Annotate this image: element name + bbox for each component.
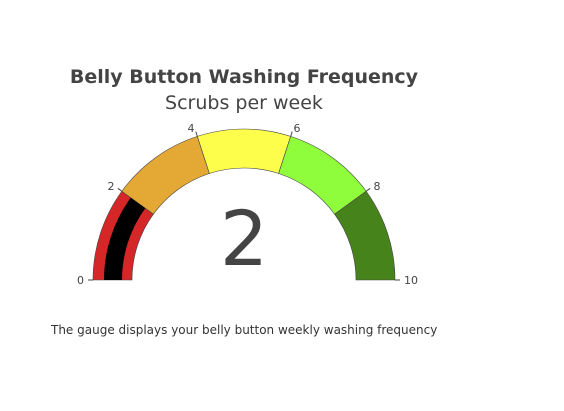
gauge-tick-label-10: 10 [404, 274, 418, 287]
gauge-tick-label-6: 6 [293, 122, 300, 135]
gauge-tick-label-4: 4 [188, 122, 195, 135]
gauge-tick-label-8: 8 [373, 180, 380, 193]
gauge-tick-2 [117, 187, 123, 192]
gauge-bar [104, 197, 146, 280]
gauge-tick-8 [365, 187, 371, 192]
chart-subtitle: Scrubs per week [165, 92, 323, 114]
gauge-value-bar [104, 197, 146, 280]
gauge-ticks: 0 2 4 6 8 10 [77, 122, 418, 287]
gauge-tick-4 [195, 131, 198, 137]
gauge-tick-label-0: 0 [77, 274, 84, 287]
gauge-step-2 [196, 128, 292, 174]
gauge-caption: The gauge displays your belly button wee… [51, 323, 438, 337]
gauge-tick-label-2: 2 [108, 180, 115, 193]
gauge-value: 2 [220, 194, 268, 283]
chart-title: Belly Button Washing Frequency [70, 66, 419, 88]
gauge-tick-6 [290, 131, 293, 137]
